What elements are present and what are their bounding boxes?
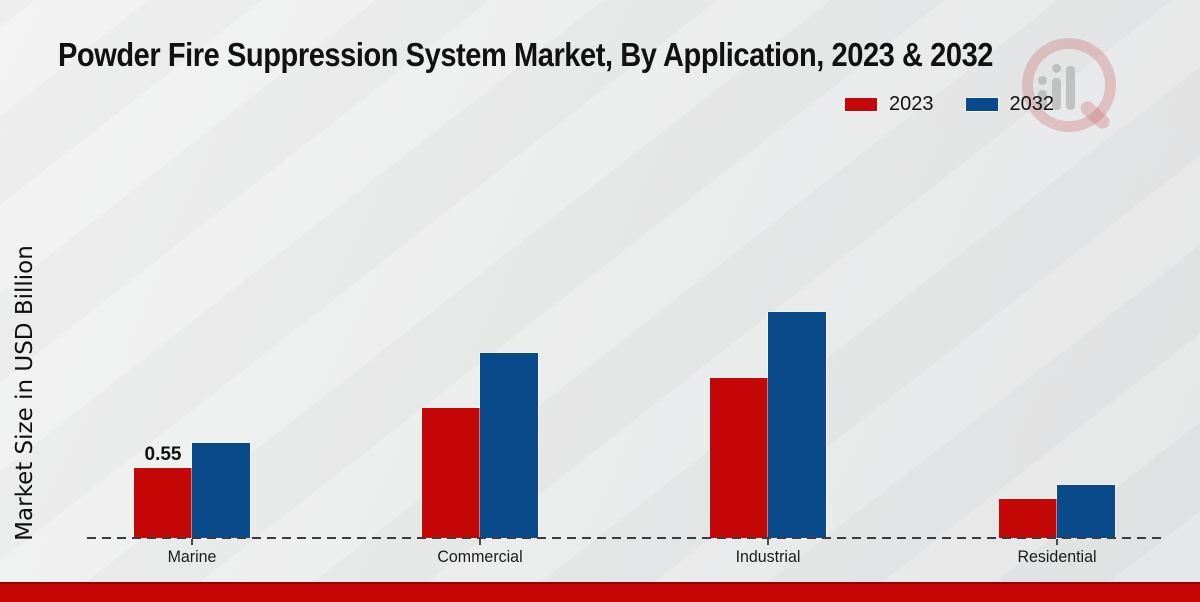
bar-2023-marine	[134, 468, 192, 538]
watermark-dot-icon	[1052, 64, 1061, 73]
bar-2023-residential	[999, 499, 1057, 538]
bar-2032-industrial	[768, 312, 826, 538]
data-label-2023-marine: 0.55	[144, 444, 182, 465]
category-label-marine: Marine	[167, 547, 217, 566]
category-label-commercial: Commercial	[437, 547, 523, 566]
axis-tick-commercial	[479, 539, 481, 545]
watermark-chart-bar-icon	[1066, 66, 1075, 110]
axis-tick-residential	[1056, 539, 1058, 545]
footer-band	[0, 582, 1200, 602]
bar-2032-marine	[192, 443, 250, 538]
bar-2023-commercial	[422, 408, 480, 538]
legend-label-2023: 2023	[889, 93, 934, 115]
y-axis-label: Market Size in USD Billion	[12, 245, 38, 541]
watermark-chart-bar-icon	[1038, 90, 1047, 110]
legend: 2023 2032	[845, 93, 1054, 116]
legend-label-2032: 2032	[1009, 93, 1055, 115]
axis-tick-marine	[191, 539, 193, 545]
category-label-industrial: Industrial	[735, 547, 801, 566]
legend-swatch-2032-icon	[965, 98, 998, 111]
bar-2032-residential	[1057, 485, 1115, 538]
watermark-chart-bar-icon	[1052, 78, 1061, 110]
legend-swatch-2023-icon	[845, 98, 877, 111]
x-axis-baseline	[87, 537, 1162, 539]
watermark-dot-icon	[1038, 76, 1047, 85]
axis-tick-industrial	[767, 539, 769, 545]
legend-item-2032: 2032	[965, 93, 1055, 116]
legend-item-2023: 2023	[845, 93, 934, 116]
category-label-residential: Residential	[1017, 547, 1097, 566]
bar-2023-industrial	[710, 378, 768, 538]
watermark-ring-icon	[1022, 38, 1116, 132]
chart-title: Powder Fire Suppression System Market, B…	[58, 36, 993, 73]
bar-2032-commercial	[480, 353, 538, 538]
watermark-logo	[1012, 34, 1122, 149]
